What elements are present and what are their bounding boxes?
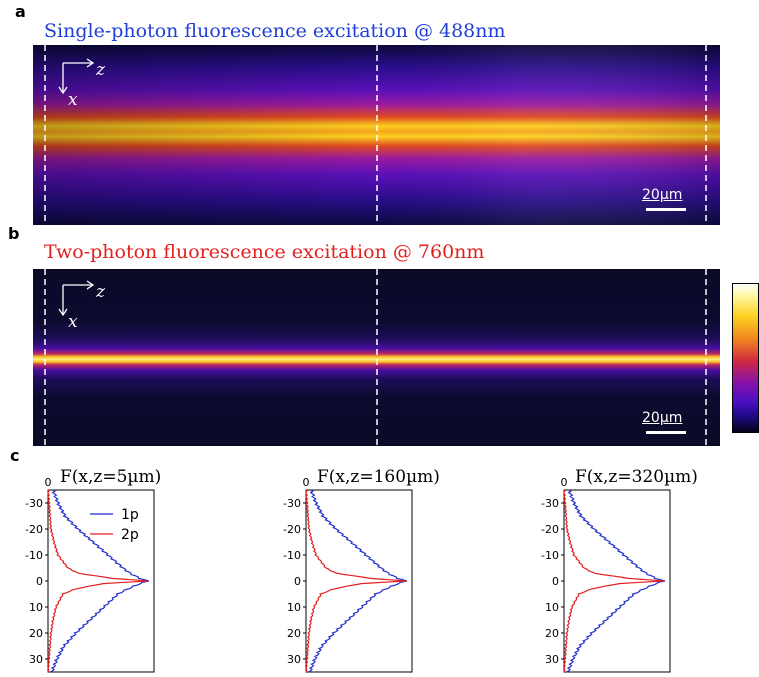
plot-3-y-tick-label: -30 xyxy=(541,497,559,510)
plot-1-series-1p xyxy=(50,489,150,673)
plot-2-series-1p xyxy=(308,489,408,673)
plot-1-y-tick-label: 20 xyxy=(29,627,43,640)
plot-3-series-2p xyxy=(563,489,665,673)
panel-a-z-label: z xyxy=(96,60,105,80)
panel-a-label: a xyxy=(15,2,26,21)
plot-3-y-tick-label: 10 xyxy=(545,601,559,614)
plot-3-y-tick-label: -20 xyxy=(541,523,559,536)
plot-1-y-tick-label: -20 xyxy=(25,523,43,536)
legend-label-2p: 2p xyxy=(121,527,139,543)
panel-a-x-label: x xyxy=(68,90,78,110)
plot-2-series-2p xyxy=(305,489,407,673)
panel-a-image xyxy=(33,45,720,225)
plot-3-series-1p xyxy=(566,489,666,673)
subplot-3-title: F(x,z=320µm) xyxy=(575,467,698,487)
panel-b-z-label: z xyxy=(96,282,105,302)
plot-2-y-tick-label: 0 xyxy=(294,575,301,588)
subplot-1-title: F(x,z=5µm) xyxy=(60,467,162,487)
panel-b-label: b xyxy=(8,224,20,243)
plot-2-y-tick-label: -10 xyxy=(283,549,301,562)
legend-label-1p: 1p xyxy=(121,507,139,523)
panel-b-scalebar xyxy=(646,431,686,434)
plot-3-y-tick-label: 20 xyxy=(545,627,559,640)
panel-b-x-label: x xyxy=(68,312,78,332)
panel-a-title: Single-photon fluorescence excitation @ … xyxy=(44,20,506,42)
plot-2-y-tick-label: 20 xyxy=(287,627,301,640)
plot-1-y-tick-label: -30 xyxy=(25,497,43,510)
plot-3-y-tick-label: 30 xyxy=(545,653,559,666)
panel-a-scale-label: 20µm xyxy=(642,187,683,203)
plot-3-y-tick-label: 0 xyxy=(552,575,559,588)
panel-a-scalebar xyxy=(646,208,686,211)
plot-1-y-tick-label: -10 xyxy=(25,549,43,562)
subplot-2-title: F(x,z=160µm) xyxy=(317,467,440,487)
plot-1-y-tick-label: 30 xyxy=(29,653,43,666)
plot-1-y-tick-label: 0 xyxy=(36,575,43,588)
plot-2-x-tick-0: 0 xyxy=(303,476,310,489)
plot-3-x-tick-0: 0 xyxy=(561,476,568,489)
panel-b-image xyxy=(33,269,720,446)
plot-2-y-tick-label: 10 xyxy=(287,601,301,614)
panel-c-label: c xyxy=(10,446,20,465)
plot-2-y-tick-label: -30 xyxy=(283,497,301,510)
plot-1-series-2p xyxy=(47,489,149,673)
plot-2-y-tick-label: -20 xyxy=(283,523,301,536)
plot-2-y-tick-label: 30 xyxy=(287,653,301,666)
panel-b-title: Two-photon fluorescence excitation @ 760… xyxy=(44,241,485,263)
plot-1-y-tick-label: 10 xyxy=(29,601,43,614)
panel-b-scale-label: 20µm xyxy=(642,410,683,426)
plot-3-y-tick-label: -10 xyxy=(541,549,559,562)
plot-1-x-tick-0: 0 xyxy=(45,476,52,489)
